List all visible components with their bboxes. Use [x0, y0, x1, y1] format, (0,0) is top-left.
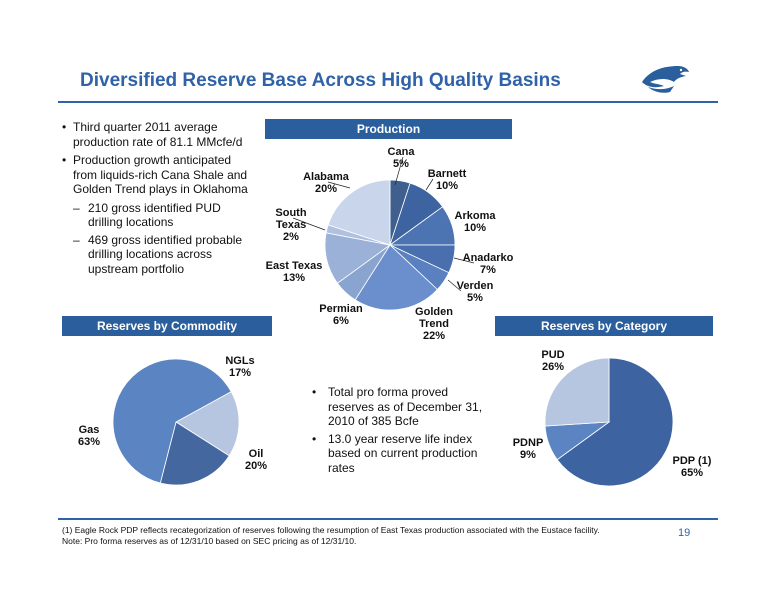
bullet-item: 13.0 year reserve life index based on cu… [306, 432, 496, 476]
label-leader-line [425, 178, 434, 191]
page-title: Diversified Reserve Base Across High Qua… [80, 70, 561, 91]
slice-label: Oil 20% [245, 448, 267, 472]
pie-slice [175, 391, 240, 457]
slice-label: PUD 26% [541, 349, 564, 373]
slice-label: South Texas 2% [275, 207, 306, 243]
pie-slice [159, 421, 230, 486]
bullet-item: Total pro forma proved reserves as of De… [306, 385, 496, 429]
pie-chart-3: PDP (1) 65% PDNP 9% PUD 26% [513, 349, 712, 487]
slice-label: Anadarko 7% [463, 252, 514, 276]
pie-slice [112, 358, 232, 484]
label-leader-line [447, 279, 462, 292]
slice-label: Barnett 10% [428, 168, 467, 192]
sub-bullet-item: 469 gross identified probable drilling l… [62, 233, 252, 277]
sub-bullet-item: 210 gross identified PUD drilling locati… [62, 201, 252, 230]
footnotes: (1) Eagle Rock PDP reflects recategoriza… [62, 525, 600, 547]
production-header: Production [265, 119, 512, 139]
category-header: Reserves by Category [495, 316, 713, 336]
reserves-summary-list: Total pro forma proved reserves as of De… [306, 385, 496, 478]
slice-label: Arkoma 10% [455, 210, 497, 234]
slice-label: Golden Trend 22% [415, 306, 453, 342]
slice-label: NGLs 17% [225, 355, 254, 379]
label-leader-line [292, 217, 326, 231]
pie-chart-2: NGLs 17% Oil 20% Gas 63% [78, 355, 267, 486]
footnote-line: Note: Pro forma reserves as of 12/31/10 … [62, 536, 357, 546]
label-leader-line [327, 181, 351, 189]
slice-label: Alabama 20% [303, 171, 350, 195]
pie-slice [544, 357, 610, 427]
footer-divider [58, 518, 718, 520]
slice-label: PDNP 9% [513, 437, 544, 461]
slice-label: PDP (1) 65% [673, 455, 712, 479]
pie-slice [354, 244, 438, 311]
label-leader-line [453, 257, 475, 264]
commodity-header: Reserves by Commodity [62, 316, 272, 336]
slice-label: Cana5% [388, 146, 416, 170]
slice-label: East Texas 13% [266, 260, 323, 284]
bullet-item: Third quarter 2011 average production ra… [62, 120, 252, 149]
page-number: 19 [678, 527, 691, 539]
eagle-logo-icon [642, 66, 689, 93]
pie-slice [556, 357, 674, 487]
pie-slice [327, 179, 391, 246]
slice-label: Verden 5% [457, 280, 494, 304]
label-leader-line [394, 156, 404, 186]
slice-label: Permian 6% [319, 303, 363, 327]
key-points-list: Third quarter 2011 average production ra… [62, 120, 252, 279]
bullet-item: Production growth anticipated from liqui… [62, 153, 252, 197]
slice-label: Gas 63% [78, 424, 100, 448]
footnote-line: (1) Eagle Rock PDP reflects recategoriza… [62, 525, 600, 535]
title-divider [58, 101, 718, 103]
